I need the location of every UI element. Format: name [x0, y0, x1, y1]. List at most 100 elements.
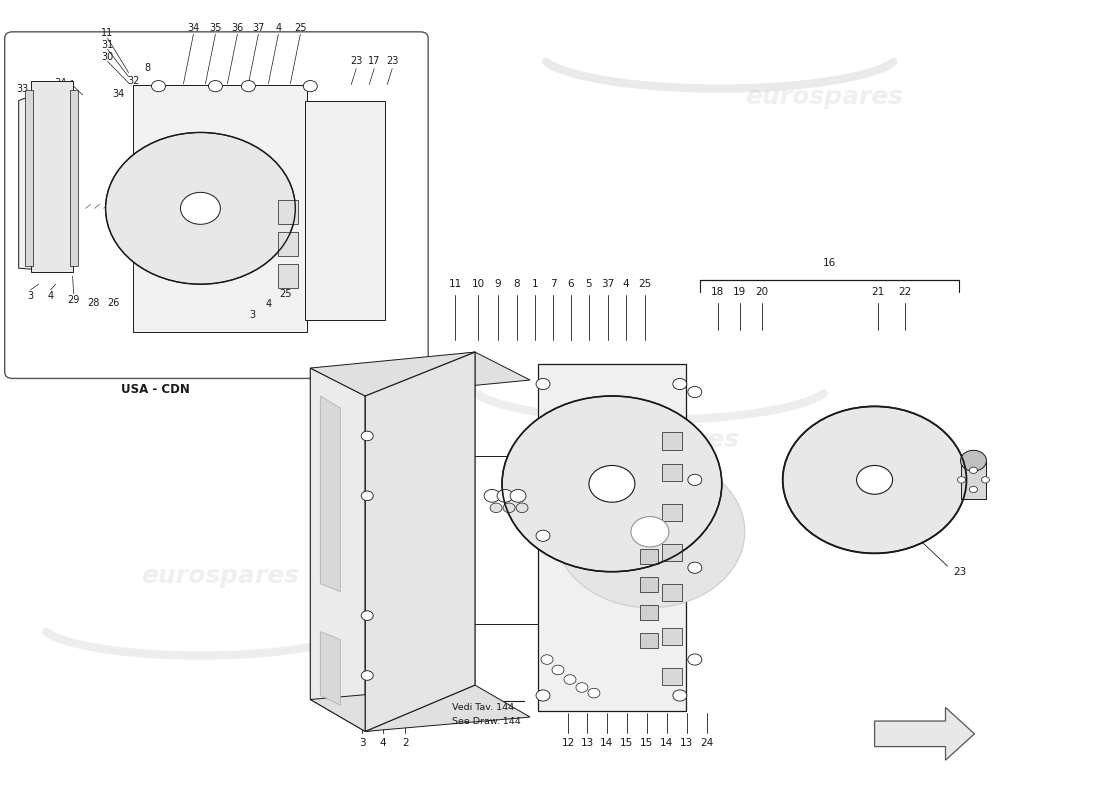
Circle shape	[969, 467, 978, 474]
Circle shape	[491, 503, 502, 513]
Text: 4: 4	[379, 738, 386, 749]
Circle shape	[361, 431, 373, 441]
Circle shape	[536, 690, 550, 701]
Circle shape	[688, 474, 702, 486]
Bar	[662, 544, 682, 562]
Text: 22: 22	[898, 287, 911, 297]
Circle shape	[556, 456, 745, 608]
Text: 2: 2	[402, 738, 408, 749]
Text: 11: 11	[449, 279, 462, 290]
Bar	[69, 90, 78, 266]
Bar	[640, 633, 658, 647]
Polygon shape	[310, 368, 365, 731]
Circle shape	[304, 81, 317, 92]
Text: 34: 34	[112, 89, 124, 99]
Circle shape	[673, 378, 686, 390]
Text: 3: 3	[28, 291, 34, 301]
Bar	[662, 628, 682, 645]
Circle shape	[361, 611, 373, 621]
Text: 14: 14	[660, 738, 673, 749]
Text: eurospares: eurospares	[746, 85, 904, 109]
Bar	[24, 90, 33, 266]
Circle shape	[957, 477, 966, 483]
Circle shape	[688, 386, 702, 398]
Circle shape	[208, 81, 222, 92]
Text: eurospares: eurospares	[142, 564, 299, 588]
Circle shape	[631, 517, 669, 547]
Text: 23: 23	[350, 56, 362, 66]
Bar	[31, 81, 73, 272]
Text: 9: 9	[495, 279, 502, 290]
Text: 4: 4	[275, 23, 282, 33]
Text: 23: 23	[386, 56, 398, 66]
Text: 37: 37	[163, 186, 175, 196]
Text: 11: 11	[101, 28, 113, 38]
Text: 6: 6	[568, 279, 574, 290]
Text: 34: 34	[55, 78, 67, 88]
Text: eurospares: eurospares	[581, 428, 739, 452]
Text: 34: 34	[187, 23, 199, 33]
Circle shape	[484, 490, 500, 502]
Bar	[538, 364, 685, 711]
Circle shape	[516, 503, 528, 513]
Circle shape	[106, 133, 295, 284]
Text: 18: 18	[712, 287, 725, 297]
Bar	[31, 81, 73, 272]
Text: 31: 31	[101, 40, 113, 50]
Circle shape	[152, 81, 165, 92]
Text: 21: 21	[871, 287, 884, 297]
Text: Vedi Tav. 144: Vedi Tav. 144	[452, 703, 514, 712]
Text: 15: 15	[620, 738, 634, 749]
FancyBboxPatch shape	[4, 32, 428, 378]
Text: 3: 3	[250, 310, 255, 319]
Bar	[640, 578, 658, 592]
Bar	[640, 550, 658, 564]
Bar	[961, 461, 987, 499]
Text: 28: 28	[87, 298, 100, 307]
Circle shape	[497, 490, 513, 502]
Text: 19: 19	[733, 287, 747, 297]
Circle shape	[588, 466, 635, 502]
Text: 4: 4	[623, 279, 629, 290]
Text: 33: 33	[16, 83, 29, 94]
Circle shape	[688, 654, 702, 665]
Text: 32: 32	[128, 75, 140, 86]
Text: See Draw. 144: See Draw. 144	[452, 718, 521, 726]
Bar	[132, 85, 307, 332]
Polygon shape	[310, 685, 530, 731]
Circle shape	[536, 378, 550, 390]
Text: 24: 24	[701, 738, 714, 749]
Polygon shape	[320, 396, 340, 592]
Text: 15: 15	[640, 738, 653, 749]
Text: 16: 16	[823, 258, 836, 268]
Bar	[640, 606, 658, 620]
Text: 4: 4	[265, 299, 272, 309]
Circle shape	[552, 665, 564, 674]
Text: 17: 17	[368, 56, 381, 66]
Text: 26: 26	[108, 298, 120, 307]
Circle shape	[180, 192, 220, 224]
Bar	[662, 464, 682, 482]
Bar	[278, 232, 298, 256]
Bar	[306, 101, 385, 320]
Text: 25: 25	[638, 279, 651, 290]
Circle shape	[969, 486, 978, 493]
Text: 13: 13	[581, 738, 594, 749]
Polygon shape	[365, 352, 475, 731]
Bar	[278, 264, 298, 288]
Text: 7: 7	[550, 279, 557, 290]
Circle shape	[502, 396, 722, 572]
Text: 25: 25	[279, 289, 292, 298]
Circle shape	[536, 530, 550, 542]
Circle shape	[541, 654, 553, 664]
Circle shape	[503, 503, 515, 513]
Text: 5: 5	[585, 279, 592, 290]
Text: 27: 27	[142, 186, 155, 196]
Text: 20: 20	[756, 287, 768, 297]
Bar	[662, 504, 682, 522]
Circle shape	[576, 682, 588, 692]
Text: 12: 12	[561, 738, 574, 749]
Bar	[662, 584, 682, 602]
Text: 30: 30	[101, 51, 113, 62]
Text: 1: 1	[531, 279, 538, 290]
